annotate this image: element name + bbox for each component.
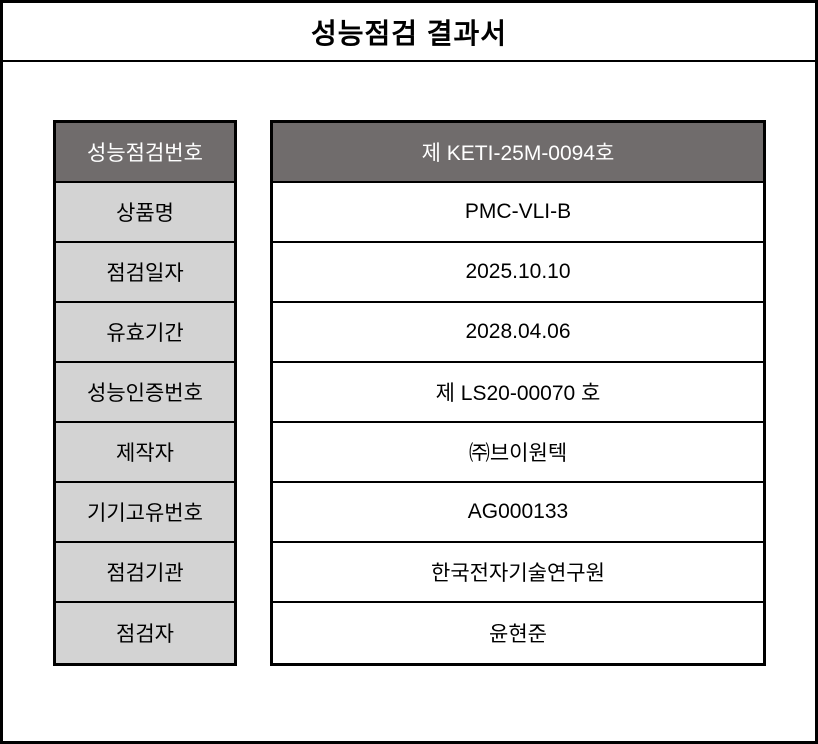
page-title: 성능점검 결과서 [310, 17, 508, 49]
value-column: 제 KETI-25M-0094호 PMC-VLI-B 2025.10.10 2028.… [270, 120, 766, 666]
row-value-cell: 윤현준 [273, 603, 763, 663]
row-label-cell: 점검일자 [56, 243, 234, 303]
row-label-cell: 점검기관 [56, 543, 234, 603]
label-column: 성능점검번호 상품명 점검일자 유효기간 성능인증번호 제작자 기기고유번호 점검기관 점검자 [53, 120, 237, 666]
row-label-cell: 성능점검번호 [56, 123, 234, 183]
row-value-cell: 2025.10.10 [273, 243, 763, 303]
row-label-cell: 상품명 [56, 183, 234, 243]
inspection-table: 성능점검번호 상품명 점검일자 유효기간 성능인증번호 제작자 기기고유번호 점검기관 점검자 … [53, 120, 815, 666]
report-title-bar: 성능점검 결과서 [3, 3, 815, 62]
row-label-cell: 기기고유번호 [56, 483, 234, 543]
row-value-cell: AG000133 [273, 483, 763, 543]
row-label-cell: 성능인증번호 [56, 363, 234, 423]
row-value-cell: ㈜브이원텍 [273, 423, 763, 483]
row-label-cell: 제작자 [56, 423, 234, 483]
row-label-cell: 점검자 [56, 603, 234, 663]
row-label-cell: 유효기간 [56, 303, 234, 363]
row-value-cell: 2028.04.06 [273, 303, 763, 363]
report-body: 성능점검번호 상품명 점검일자 유효기간 성능인증번호 제작자 기기고유번호 점검기관 점검자 … [3, 62, 815, 741]
row-value-cell: 한국전자기술연구원 [273, 543, 763, 603]
row-value-cell: 제 KETI-25M-0094호 [273, 123, 763, 183]
row-value-cell: 제 LS20-00070 호 [273, 363, 763, 423]
row-value-cell: PMC-VLI-B [273, 183, 763, 243]
